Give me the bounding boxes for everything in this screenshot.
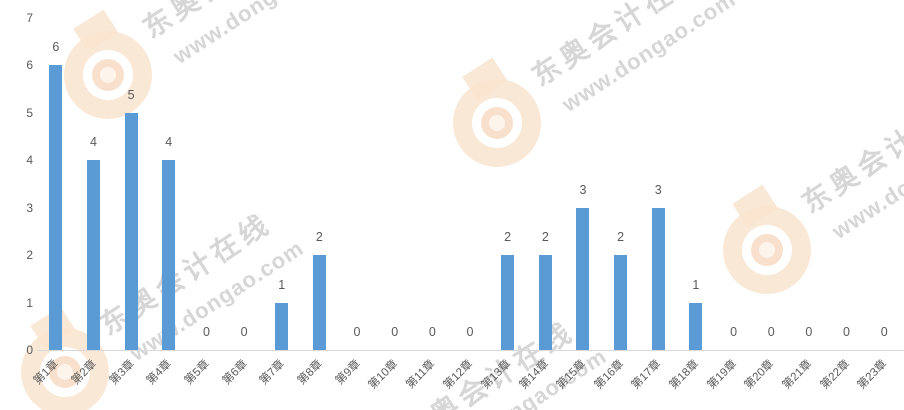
- value-label-ch-19: 0: [730, 325, 738, 339]
- value-label-ch-12: 0: [466, 325, 474, 339]
- bar-ch-2: [86, 160, 100, 350]
- bar-ch-16: [614, 255, 628, 350]
- value-label-ch-6: 0: [240, 325, 248, 339]
- value-label-ch-10: 0: [391, 325, 399, 339]
- value-label-ch-17: 3: [654, 182, 662, 197]
- logo-core: [759, 242, 775, 258]
- y-tick-7: 7: [26, 10, 33, 25]
- value-label-ch-20: 0: [767, 325, 775, 339]
- value-label-ch-4: 4: [165, 135, 173, 149]
- value-label-ch-16: 2: [617, 230, 625, 244]
- value-label-ch-9: 0: [353, 325, 361, 339]
- value-label-ch-11: 0: [428, 325, 436, 339]
- logo-core: [100, 67, 116, 83]
- dongao-logo-watermark: [453, 57, 541, 167]
- x-axis-line: [37, 350, 904, 351]
- bar-ch-7: [275, 302, 289, 350]
- bar-ch-1: [49, 65, 63, 350]
- logo-core: [489, 115, 505, 131]
- value-label-ch-14: 2: [541, 230, 549, 244]
- value-label-ch-22: 0: [843, 325, 850, 339]
- value-label-ch-8: 2: [315, 230, 323, 244]
- dongao-logo-watermark: [64, 9, 152, 119]
- value-label-ch-2: 4: [89, 135, 97, 149]
- value-label-ch-1: 6: [52, 40, 60, 54]
- bar-ch-14: [538, 255, 552, 350]
- y-tick-1: 1: [26, 295, 33, 310]
- logo-core: [57, 364, 73, 380]
- bar-ch-3: [124, 112, 138, 350]
- value-label-ch-21: 0: [805, 325, 813, 339]
- value-label-ch-13: 2: [504, 230, 512, 244]
- bar-ch-8: [312, 255, 326, 350]
- dongao-logo-watermark: [723, 184, 811, 294]
- y-tick-6: 6: [26, 58, 33, 72]
- y-tick-0: 0: [26, 343, 33, 357]
- bar-ch-13: [501, 255, 515, 350]
- y-tick-5: 5: [26, 105, 33, 120]
- value-label-ch-3: 5: [127, 87, 135, 102]
- bar-ch-17: [651, 207, 665, 350]
- y-tick-2: 2: [26, 248, 33, 262]
- y-tick-3: 3: [26, 200, 33, 215]
- value-label-ch-5: 0: [202, 325, 210, 339]
- bar-ch-15: [576, 207, 590, 350]
- dongao-logo-watermark: [21, 306, 109, 410]
- y-tick-4: 4: [26, 153, 33, 167]
- value-label-ch-23: 0: [880, 325, 888, 339]
- bar-ch-4: [162, 160, 176, 350]
- value-label-ch-18: 1: [692, 277, 700, 292]
- value-label-ch-7: 1: [278, 277, 286, 292]
- value-label-ch-15: 3: [579, 182, 587, 197]
- bar-ch-18: [689, 302, 703, 350]
